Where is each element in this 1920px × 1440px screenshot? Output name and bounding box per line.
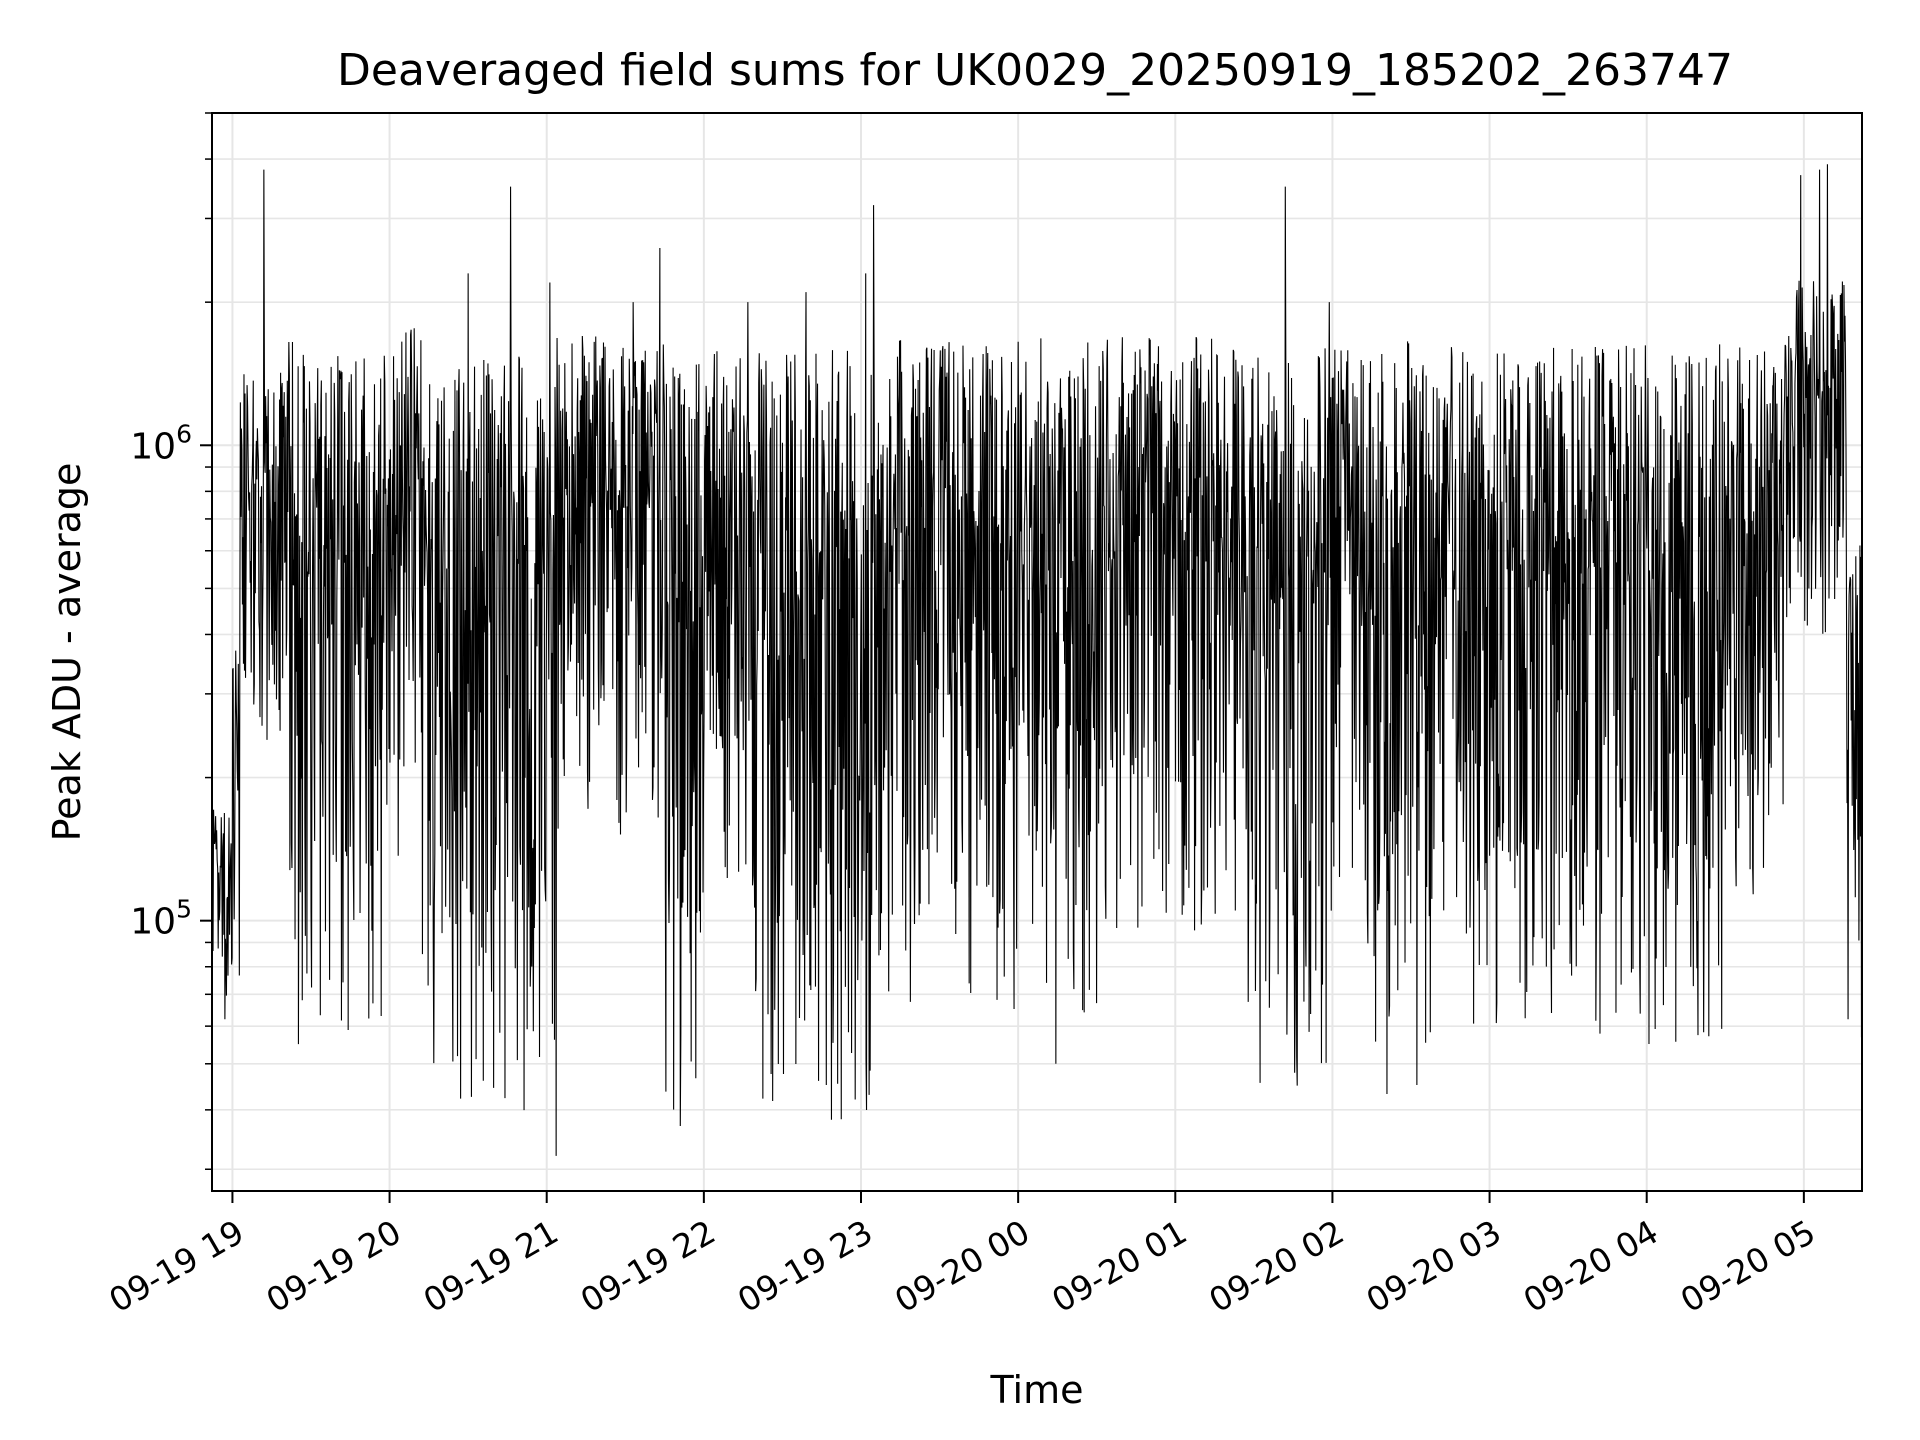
x-tick-label: 09-20 05 [1674, 1212, 1822, 1320]
series-line [211, 164, 1863, 1156]
y-tick-base: 10 [130, 426, 176, 467]
x-tick-label: 09-20 04 [1517, 1212, 1665, 1320]
x-tick-label: 09-19 21 [417, 1212, 565, 1320]
chart-title: Deaveraged field sums for UK0029_2025091… [337, 45, 1733, 96]
x-tick-label: 09-20 02 [1202, 1212, 1350, 1320]
y-tick-exponent: 5 [176, 895, 192, 924]
x-tick-label: 09-20 03 [1360, 1212, 1508, 1320]
y-tick-base: 10 [130, 902, 176, 943]
y-tick-label: 105 [130, 895, 192, 943]
x-tick-label: 09-19 20 [260, 1212, 408, 1320]
x-tick-label: 09-19 19 [102, 1212, 250, 1320]
x-tick-label: 09-20 01 [1045, 1212, 1193, 1320]
x-axis: 09-19 19 09-19 20 09-19 21 09-19 22 09-19 23… [102, 1191, 1822, 1320]
x-tick-label: 09-19 22 [574, 1212, 722, 1320]
x-tick-label: 09-19 23 [731, 1212, 879, 1320]
plot-area-frame [211, 112, 1863, 1192]
y-tick-exponent: 6 [176, 419, 192, 448]
x-tick-label: 09-20 00 [888, 1212, 1036, 1320]
y-tick-label: 106 [130, 419, 192, 467]
series-peak-adu [211, 164, 1863, 1156]
y-axis-label: Peak ADU - average [45, 463, 89, 842]
x-axis-label: Time [990, 1368, 1084, 1412]
